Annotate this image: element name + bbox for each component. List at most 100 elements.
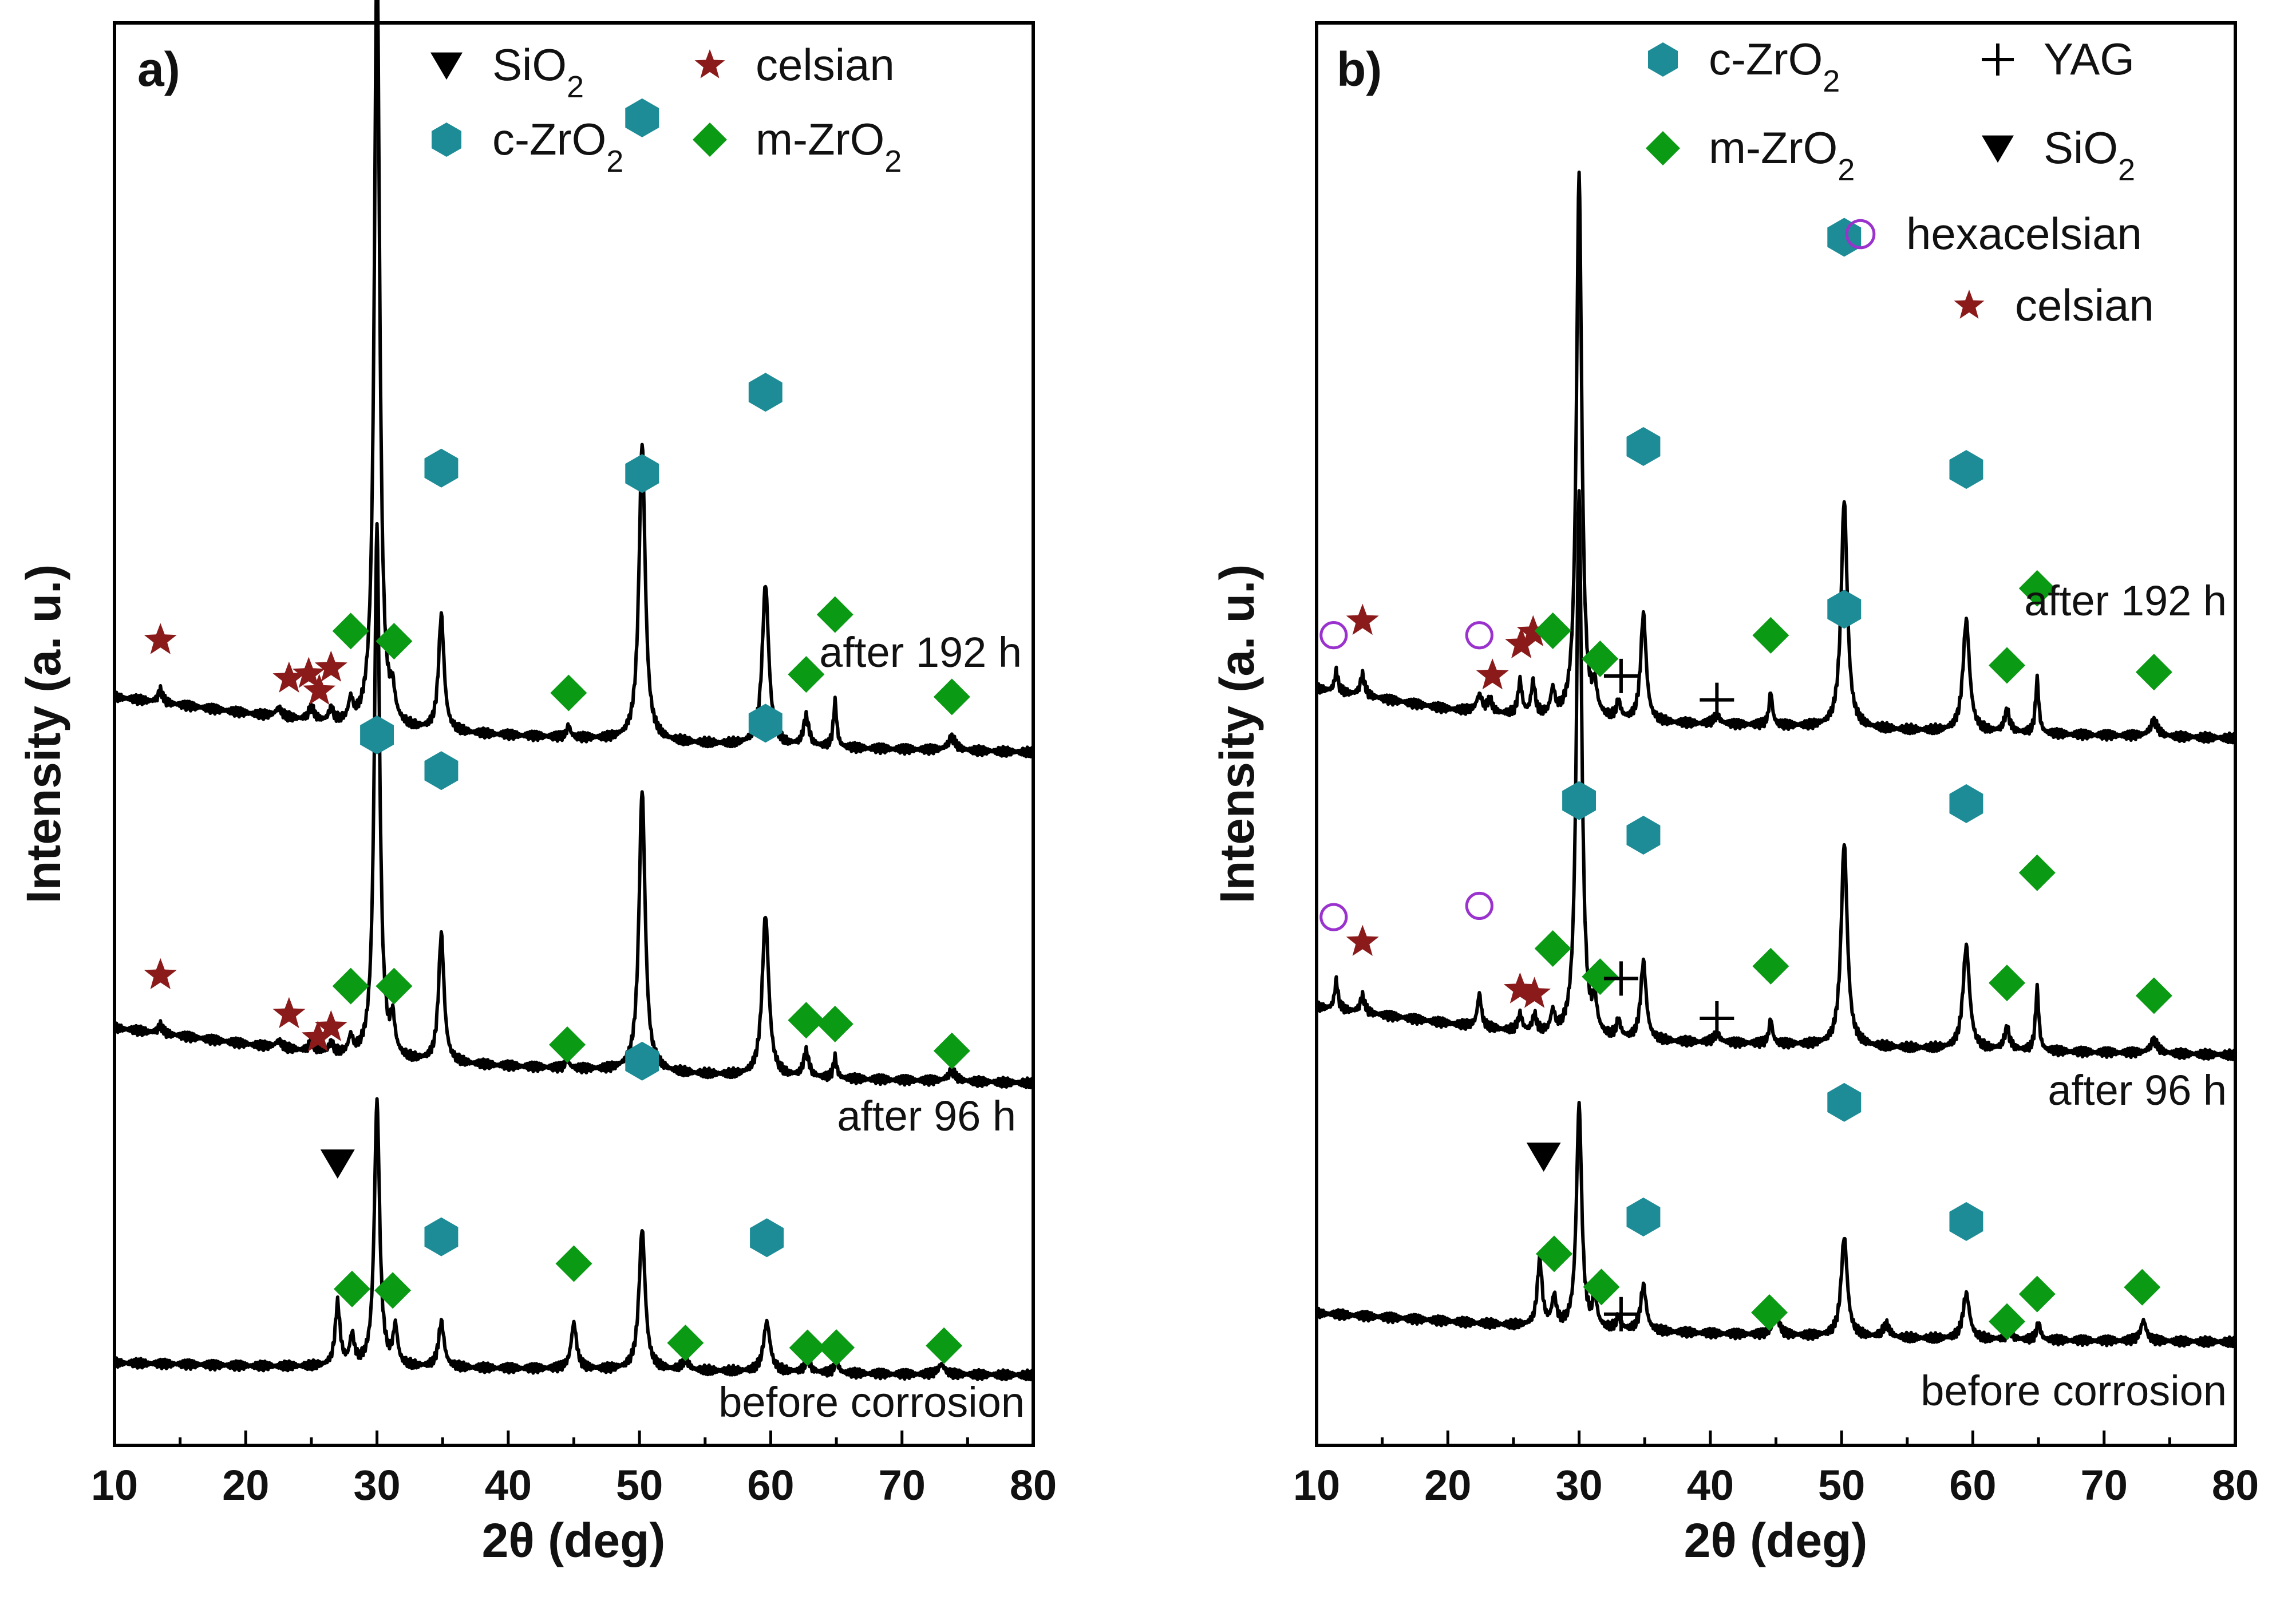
legend-label: SiO2 xyxy=(2044,123,2135,187)
diamond-marker xyxy=(332,967,369,1005)
hexagon-marker xyxy=(424,1217,459,1256)
star-marker xyxy=(1516,615,1550,646)
hexagon-marker xyxy=(424,751,459,791)
panel-a-ticks: 10 20 30 40 50 60 70 80 xyxy=(91,1431,1057,1509)
hexagon-marker xyxy=(1949,1202,1983,1241)
diamond-marker xyxy=(2135,977,2172,1014)
hexagon-marker xyxy=(360,715,394,754)
x-tick-label: 30 xyxy=(353,1461,400,1509)
diamond-marker xyxy=(2135,654,2172,691)
hexagon-marker xyxy=(748,373,783,412)
diamond-marker xyxy=(818,1329,855,1366)
legend-circle-icon xyxy=(1845,219,1876,250)
diamond-marker xyxy=(1752,617,1789,654)
trace-after-96-h xyxy=(1315,489,2237,1061)
star-marker xyxy=(314,1010,347,1041)
diamond-marker xyxy=(2018,854,2056,891)
star-marker xyxy=(144,958,177,989)
legend-plus-icon xyxy=(1982,44,2014,76)
star-marker xyxy=(301,1020,334,1052)
hexagon-marker xyxy=(1626,1198,1661,1236)
trace-label: before corrosion xyxy=(718,1378,1025,1426)
legend-label: YAG xyxy=(2044,34,2135,84)
star-marker xyxy=(292,657,325,688)
panel-b-legend: c-ZrO2 YAG m-ZrO2 SiO2 hexacelsian celsian xyxy=(1646,34,2154,330)
diamond-marker xyxy=(933,1032,970,1069)
hexagon-marker xyxy=(1827,590,1862,629)
diamond-marker xyxy=(788,656,825,693)
legend-label: m-ZrO2 xyxy=(756,114,902,179)
diamond-marker xyxy=(376,967,413,1005)
x-tick-label: 60 xyxy=(1949,1461,1996,1509)
trace-after-192-h xyxy=(113,0,1035,758)
trace-label: after 96 h xyxy=(837,1092,1016,1140)
panel-b-xlabel: 2θ (deg) xyxy=(1684,1514,1868,1567)
diamond-marker xyxy=(376,623,413,660)
star-marker xyxy=(1476,658,1509,690)
star-marker xyxy=(1346,603,1379,635)
x-tick-label: 50 xyxy=(616,1461,663,1509)
plus-marker xyxy=(1700,1001,1734,1036)
triangle-marker xyxy=(1526,1142,1561,1172)
trace-label: after 192 h xyxy=(819,629,1022,676)
star-marker xyxy=(1518,977,1551,1008)
panel-b-ticks: 10 20 30 40 50 60 70 80 xyxy=(1293,1431,2259,1509)
x-tick-label: 70 xyxy=(879,1461,926,1509)
trace-before-corrosion xyxy=(113,1097,1035,1381)
hexagon-marker xyxy=(750,1218,784,1258)
diamond-marker xyxy=(667,1325,704,1362)
panel-b-markers xyxy=(1319,218,2172,1340)
panel-a-traces xyxy=(113,0,1035,1381)
diamond-marker xyxy=(1989,647,2026,684)
diamond-marker xyxy=(2124,1269,2161,1306)
plus-marker xyxy=(1603,1297,1638,1331)
diamond-marker xyxy=(816,1005,853,1042)
panel-b-label: b) xyxy=(1337,42,1382,96)
legend-label: hexacelsian xyxy=(1906,208,2142,259)
hexagon-marker xyxy=(625,1041,659,1081)
diamond-marker xyxy=(788,1002,825,1039)
star-marker xyxy=(1505,627,1538,658)
panel-a-ylabel: Intensity (a. u.) xyxy=(17,564,70,904)
hexagon-marker xyxy=(1949,784,1983,823)
hexagon-marker xyxy=(424,448,459,488)
diamond-marker xyxy=(2018,1275,2056,1313)
panel-b-ylabel: Intensity (a. u.) xyxy=(1210,564,1264,904)
diamond-marker xyxy=(332,613,369,650)
hexagon-marker xyxy=(748,704,783,743)
panel-a-legend: SiO2 celsian c-ZrO2 m-ZrO2 xyxy=(430,39,902,179)
diamond-marker xyxy=(1752,947,1789,985)
x-tick-label: 20 xyxy=(1424,1461,1471,1509)
panel-a-xlabel: 2θ (deg) xyxy=(482,1514,666,1567)
star-marker xyxy=(303,674,336,705)
panel-a-label: a) xyxy=(137,42,180,96)
trace-label: before corrosion xyxy=(1921,1367,2227,1414)
x-tick-label: 80 xyxy=(2212,1461,2259,1509)
diamond-marker xyxy=(1582,640,1619,677)
panel-a: a) 2θ (deg) Intensity (a. u.) 10 20 30 40 50… xyxy=(17,0,1057,1567)
panel-b: b) 2θ (deg) Intensity (a. u.) 10 20 30 40 50… xyxy=(1210,21,2259,1567)
hexagon-marker xyxy=(1626,816,1661,855)
hexagon-marker xyxy=(1562,781,1596,820)
star-marker xyxy=(1346,924,1379,956)
trace-after-192-h xyxy=(1315,170,2237,745)
diamond-marker xyxy=(1989,965,2026,1002)
diamond-marker xyxy=(1582,958,1619,995)
circle-marker xyxy=(1319,621,1348,650)
legend-diamond-icon xyxy=(1646,131,1680,165)
x-tick-label: 50 xyxy=(1818,1461,1865,1509)
diamond-marker xyxy=(1534,612,1571,649)
diamond-marker xyxy=(374,1272,412,1309)
x-tick-label: 80 xyxy=(1010,1461,1057,1509)
circle-marker xyxy=(1319,903,1348,931)
trace-label: after 192 h xyxy=(2024,577,2227,625)
star-marker xyxy=(272,661,306,693)
trace-after-96-h xyxy=(113,521,1035,1089)
x-tick-label: 10 xyxy=(91,1461,138,1509)
diamond-marker xyxy=(555,1245,592,1282)
plus-marker xyxy=(1603,961,1638,996)
legend-label: c-ZrO2 xyxy=(1709,34,1840,98)
hexagon-marker xyxy=(625,98,659,137)
diamond-marker xyxy=(550,674,587,712)
